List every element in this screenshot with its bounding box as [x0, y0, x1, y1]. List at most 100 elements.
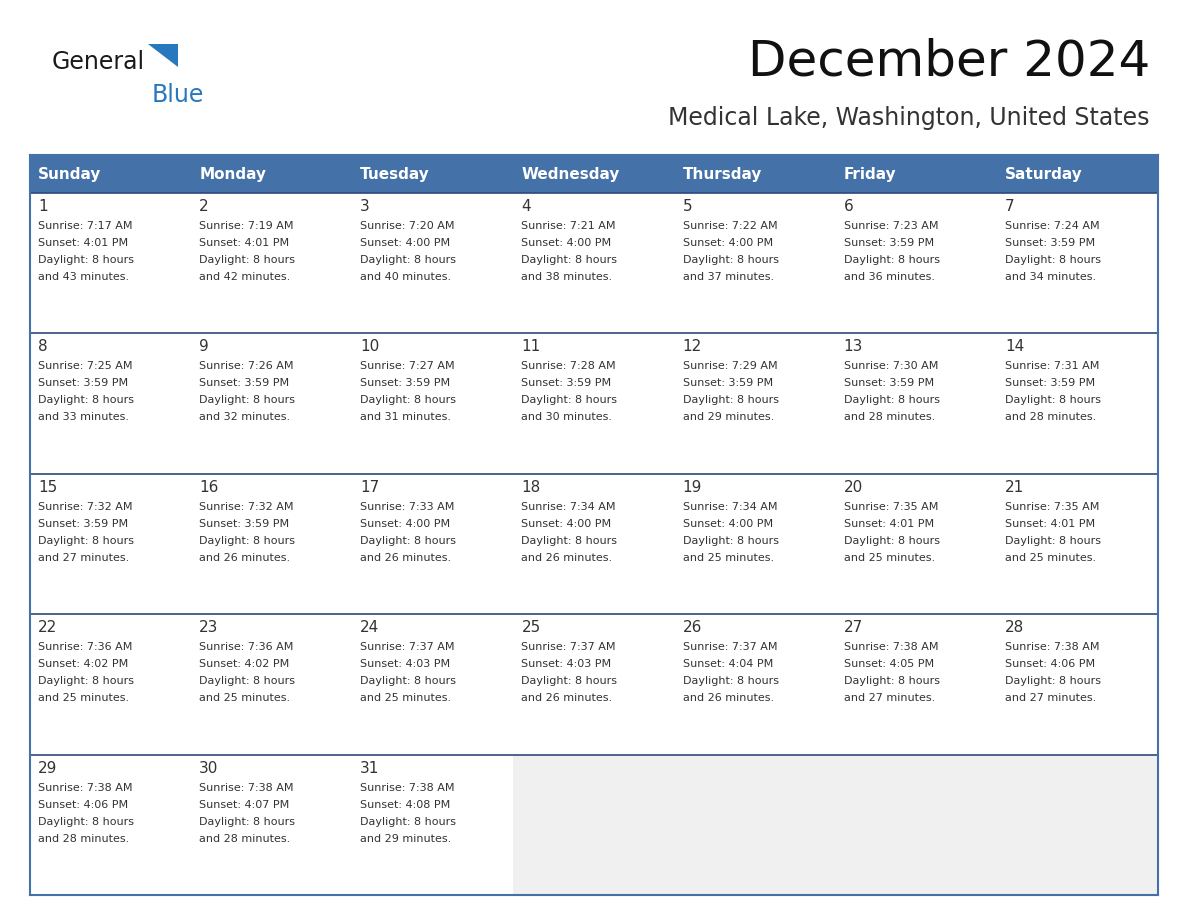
Text: Daylight: 8 hours: Daylight: 8 hours [38, 817, 134, 826]
Text: Medical Lake, Washington, United States: Medical Lake, Washington, United States [669, 106, 1150, 130]
Text: Sunset: 3:59 PM: Sunset: 3:59 PM [360, 378, 450, 388]
Text: Daylight: 8 hours: Daylight: 8 hours [360, 255, 456, 265]
Text: Daylight: 8 hours: Daylight: 8 hours [360, 536, 456, 546]
Text: and 27 minutes.: and 27 minutes. [38, 553, 129, 563]
Text: Sunset: 4:01 PM: Sunset: 4:01 PM [1005, 519, 1095, 529]
Bar [30, 155, 191, 193]
Text: 17: 17 [360, 480, 379, 495]
Text: Daylight: 8 hours: Daylight: 8 hours [360, 396, 456, 406]
Text: Daylight: 8 hours: Daylight: 8 hours [200, 817, 295, 826]
Text: and 30 minutes.: and 30 minutes. [522, 412, 613, 422]
Text: Sunrise: 7:35 AM: Sunrise: 7:35 AM [1005, 502, 1099, 512]
Bar [675, 193, 835, 333]
Text: and 26 minutes.: and 26 minutes. [522, 553, 613, 563]
Text: Daylight: 8 hours: Daylight: 8 hours [360, 677, 456, 686]
Text: Sunrise: 7:25 AM: Sunrise: 7:25 AM [38, 362, 133, 372]
Text: 12: 12 [683, 340, 702, 354]
Text: Saturday: Saturday [1005, 166, 1082, 182]
Text: Sunrise: 7:36 AM: Sunrise: 7:36 AM [200, 643, 293, 652]
Bar [353, 614, 513, 755]
Text: 1: 1 [38, 199, 48, 214]
Text: and 28 minutes.: and 28 minutes. [38, 834, 129, 844]
Text: and 32 minutes.: and 32 minutes. [200, 412, 290, 422]
Text: and 42 minutes.: and 42 minutes. [200, 272, 290, 282]
Text: and 26 minutes.: and 26 minutes. [522, 693, 613, 703]
Text: and 26 minutes.: and 26 minutes. [683, 693, 773, 703]
Text: and 33 minutes.: and 33 minutes. [38, 412, 129, 422]
Text: Sunrise: 7:38 AM: Sunrise: 7:38 AM [38, 783, 133, 792]
Text: Sunset: 4:02 PM: Sunset: 4:02 PM [200, 659, 290, 669]
Text: Sunrise: 7:19 AM: Sunrise: 7:19 AM [200, 221, 293, 231]
Text: Daylight: 8 hours: Daylight: 8 hours [683, 255, 778, 265]
Text: December 2024: December 2024 [747, 38, 1150, 86]
Text: 3: 3 [360, 199, 369, 214]
Text: and 28 minutes.: and 28 minutes. [1005, 412, 1097, 422]
Text: 18: 18 [522, 480, 541, 495]
Text: Sunrise: 7:17 AM: Sunrise: 7:17 AM [38, 221, 133, 231]
Text: Daylight: 8 hours: Daylight: 8 hours [38, 677, 134, 686]
Text: Sunrise: 7:26 AM: Sunrise: 7:26 AM [200, 362, 293, 372]
Text: and 29 minutes.: and 29 minutes. [683, 412, 773, 422]
Text: Wednesday: Wednesday [522, 166, 620, 182]
Bar [835, 193, 997, 333]
Text: and 37 minutes.: and 37 minutes. [683, 272, 773, 282]
Bar [30, 193, 191, 333]
Text: Sunset: 4:00 PM: Sunset: 4:00 PM [683, 238, 772, 248]
Text: 28: 28 [1005, 621, 1024, 635]
Text: Sunset: 3:59 PM: Sunset: 3:59 PM [843, 238, 934, 248]
Bar [997, 155, 1158, 193]
Text: Daylight: 8 hours: Daylight: 8 hours [683, 396, 778, 406]
Bar [835, 474, 997, 614]
Bar [353, 474, 513, 614]
Text: Sunset: 3:59 PM: Sunset: 3:59 PM [683, 378, 772, 388]
Text: 16: 16 [200, 480, 219, 495]
Bar [513, 755, 675, 895]
Bar [30, 333, 191, 474]
Text: Sunset: 4:03 PM: Sunset: 4:03 PM [522, 659, 612, 669]
Text: Daylight: 8 hours: Daylight: 8 hours [38, 536, 134, 546]
Text: Daylight: 8 hours: Daylight: 8 hours [522, 536, 618, 546]
Text: and 28 minutes.: and 28 minutes. [200, 834, 290, 844]
Text: and 29 minutes.: and 29 minutes. [360, 834, 451, 844]
Text: and 26 minutes.: and 26 minutes. [200, 553, 290, 563]
Text: Daylight: 8 hours: Daylight: 8 hours [1005, 677, 1101, 686]
Text: Sunset: 4:00 PM: Sunset: 4:00 PM [683, 519, 772, 529]
Text: and 27 minutes.: and 27 minutes. [1005, 693, 1097, 703]
Text: and 31 minutes.: and 31 minutes. [360, 412, 451, 422]
Text: Sunset: 4:01 PM: Sunset: 4:01 PM [843, 519, 934, 529]
Text: 31: 31 [360, 761, 380, 776]
Text: 24: 24 [360, 621, 379, 635]
Text: Sunrise: 7:37 AM: Sunrise: 7:37 AM [522, 643, 615, 652]
Bar [191, 333, 353, 474]
Text: Daylight: 8 hours: Daylight: 8 hours [200, 677, 295, 686]
Bar [997, 755, 1158, 895]
Text: Sunrise: 7:27 AM: Sunrise: 7:27 AM [360, 362, 455, 372]
Bar [30, 755, 191, 895]
Text: and 27 minutes.: and 27 minutes. [843, 693, 935, 703]
Text: Sunrise: 7:38 AM: Sunrise: 7:38 AM [843, 643, 939, 652]
Text: Sunset: 4:00 PM: Sunset: 4:00 PM [522, 238, 612, 248]
Text: Sunset: 3:59 PM: Sunset: 3:59 PM [200, 378, 289, 388]
Text: Sunset: 3:59 PM: Sunset: 3:59 PM [38, 378, 128, 388]
Bar [30, 474, 191, 614]
Bar [675, 474, 835, 614]
Text: 26: 26 [683, 621, 702, 635]
Text: 6: 6 [843, 199, 853, 214]
Text: Sunrise: 7:29 AM: Sunrise: 7:29 AM [683, 362, 777, 372]
Text: 23: 23 [200, 621, 219, 635]
Text: Sunset: 3:59 PM: Sunset: 3:59 PM [1005, 378, 1095, 388]
Text: Sunrise: 7:36 AM: Sunrise: 7:36 AM [38, 643, 132, 652]
Text: Sunset: 3:59 PM: Sunset: 3:59 PM [843, 378, 934, 388]
Bar [191, 474, 353, 614]
Text: Daylight: 8 hours: Daylight: 8 hours [843, 255, 940, 265]
Text: Sunday: Sunday [38, 166, 101, 182]
Text: Daylight: 8 hours: Daylight: 8 hours [1005, 396, 1101, 406]
Text: Monday: Monday [200, 166, 266, 182]
Text: Sunrise: 7:38 AM: Sunrise: 7:38 AM [360, 783, 455, 792]
Bar [513, 193, 675, 333]
Text: Sunset: 3:59 PM: Sunset: 3:59 PM [522, 378, 612, 388]
Text: 4: 4 [522, 199, 531, 214]
Text: Daylight: 8 hours: Daylight: 8 hours [1005, 255, 1101, 265]
Text: Sunset: 4:02 PM: Sunset: 4:02 PM [38, 659, 128, 669]
Text: Sunrise: 7:32 AM: Sunrise: 7:32 AM [200, 502, 293, 512]
